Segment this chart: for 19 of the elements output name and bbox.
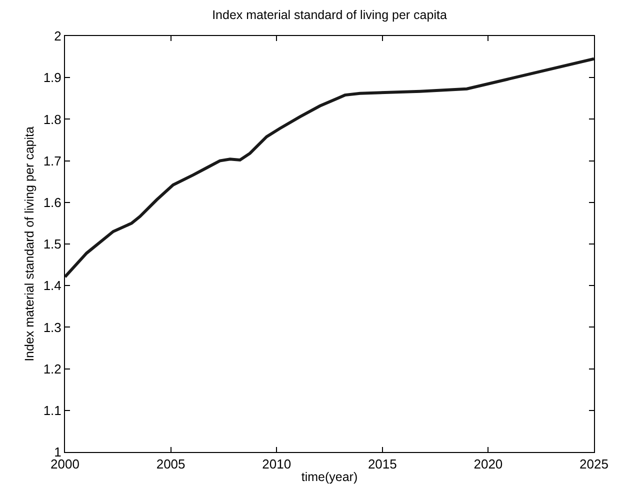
y-tick-label: 1.1 [43,402,62,418]
x-tick-label: 2010 [262,456,292,472]
y-tick-label: 1.4 [43,278,62,294]
y-tick-label: 1.3 [43,320,62,335]
x-axis-title: time(year) [301,470,358,484]
x-tick-label: 2005 [156,456,186,472]
y-tick-label: 1.5 [43,236,62,252]
y-axis-title: Index material standard of living per capita [22,126,36,362]
y-tick-label: 2 [54,28,62,44]
x-tick-label: 2020 [474,456,503,472]
line-series [65,57,594,278]
chart-title: Index material standard of living per capita [212,8,447,22]
x-tick-label: 2025 [580,456,608,472]
y-tick-label: 1.2 [43,361,62,376]
y-tick-label: 1.7 [43,153,62,168]
y-tick-label: 1.8 [43,112,62,127]
y-tick-label: 1.6 [43,194,62,210]
x-tick-label: 2015 [368,456,397,472]
y-tick-label: 1.9 [43,70,62,86]
